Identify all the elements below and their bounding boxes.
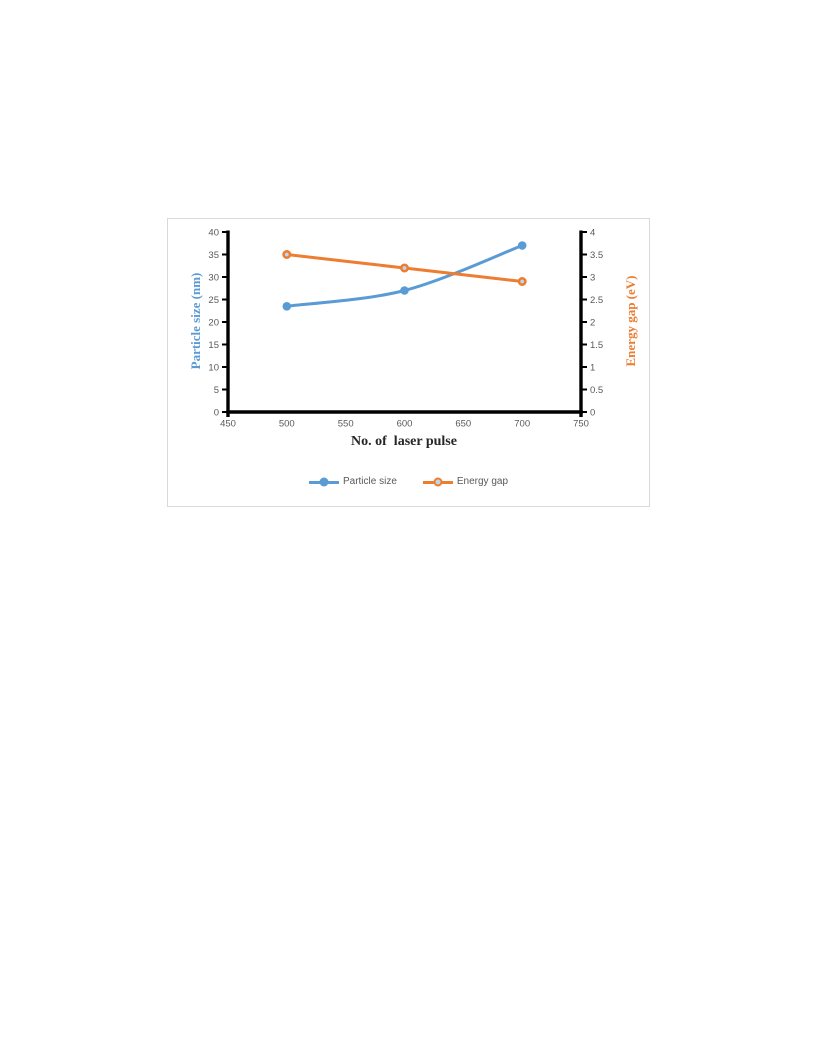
y-left-tick-label: 10 [208,362,219,373]
y-right-tick-label: 3 [590,272,595,283]
legend-swatch-energy-gap [422,477,453,487]
series-line-particle-size [285,244,524,308]
legend-label-particle-size: Particle size [342,476,397,487]
y-right-tick-label: 3.5 [590,250,603,261]
legend-label-energy-gap: Energy gap [456,476,509,487]
x-tick-label: 700 [514,419,530,430]
data-point-marker [282,302,292,311]
x-tick-label: 650 [455,419,471,430]
chart-frame: 0 5 10 15 20 25 30 35 40 0 0.5 1 1.5 2 2.5 3 3.5 4 450 500 5… [167,218,650,507]
y-left-tick-label: 15 [208,340,219,351]
y-right-tick-label: 0 [590,407,595,418]
data-point-marker [517,276,527,286]
chart-legend: Particle size Energy gap [168,476,649,488]
legend-item-particle-size: Particle size [308,476,397,488]
legend-swatch-particle-size [308,477,339,487]
y-left-tick-label: 5 [214,385,219,396]
filled-circle-marker-icon [319,477,329,487]
data-point-marker [400,263,410,273]
y-right-tick-label: 2.5 [590,295,603,306]
y-left-tick-label: 35 [208,250,219,261]
y-right-tick-label: 2 [590,317,595,328]
y-left-tick-label: 0 [214,407,219,418]
y-right-tick-label: 4 [590,227,595,238]
data-point-marker [400,286,409,295]
open-circle-marker-icon [433,477,443,487]
y-left-tick-label: 40 [208,227,219,238]
x-tick-label: 500 [279,419,295,430]
chart-canvas: 0 5 10 15 20 25 30 35 40 0 0.5 1 1.5 2 2.5 3 3.5 4 450 500 5… [208,227,603,430]
y-left-tick-label: 25 [208,295,219,306]
data-point-marker [282,249,292,259]
y-left-tick-label: 30 [208,272,219,283]
y-right-tick-label: 1 [590,362,595,373]
y-right-tick-label: 0.5 [590,385,603,396]
x-tick-label: 750 [573,419,589,430]
x-tick-label: 550 [338,419,354,430]
x-tick-label: 600 [397,419,413,430]
y-left-tick-label: 20 [208,317,219,328]
x-tick-label: 450 [220,419,236,430]
y-right-tick-label: 1.5 [590,340,603,351]
data-point-marker [517,241,527,250]
legend-item-energy-gap: Energy gap [422,476,509,488]
